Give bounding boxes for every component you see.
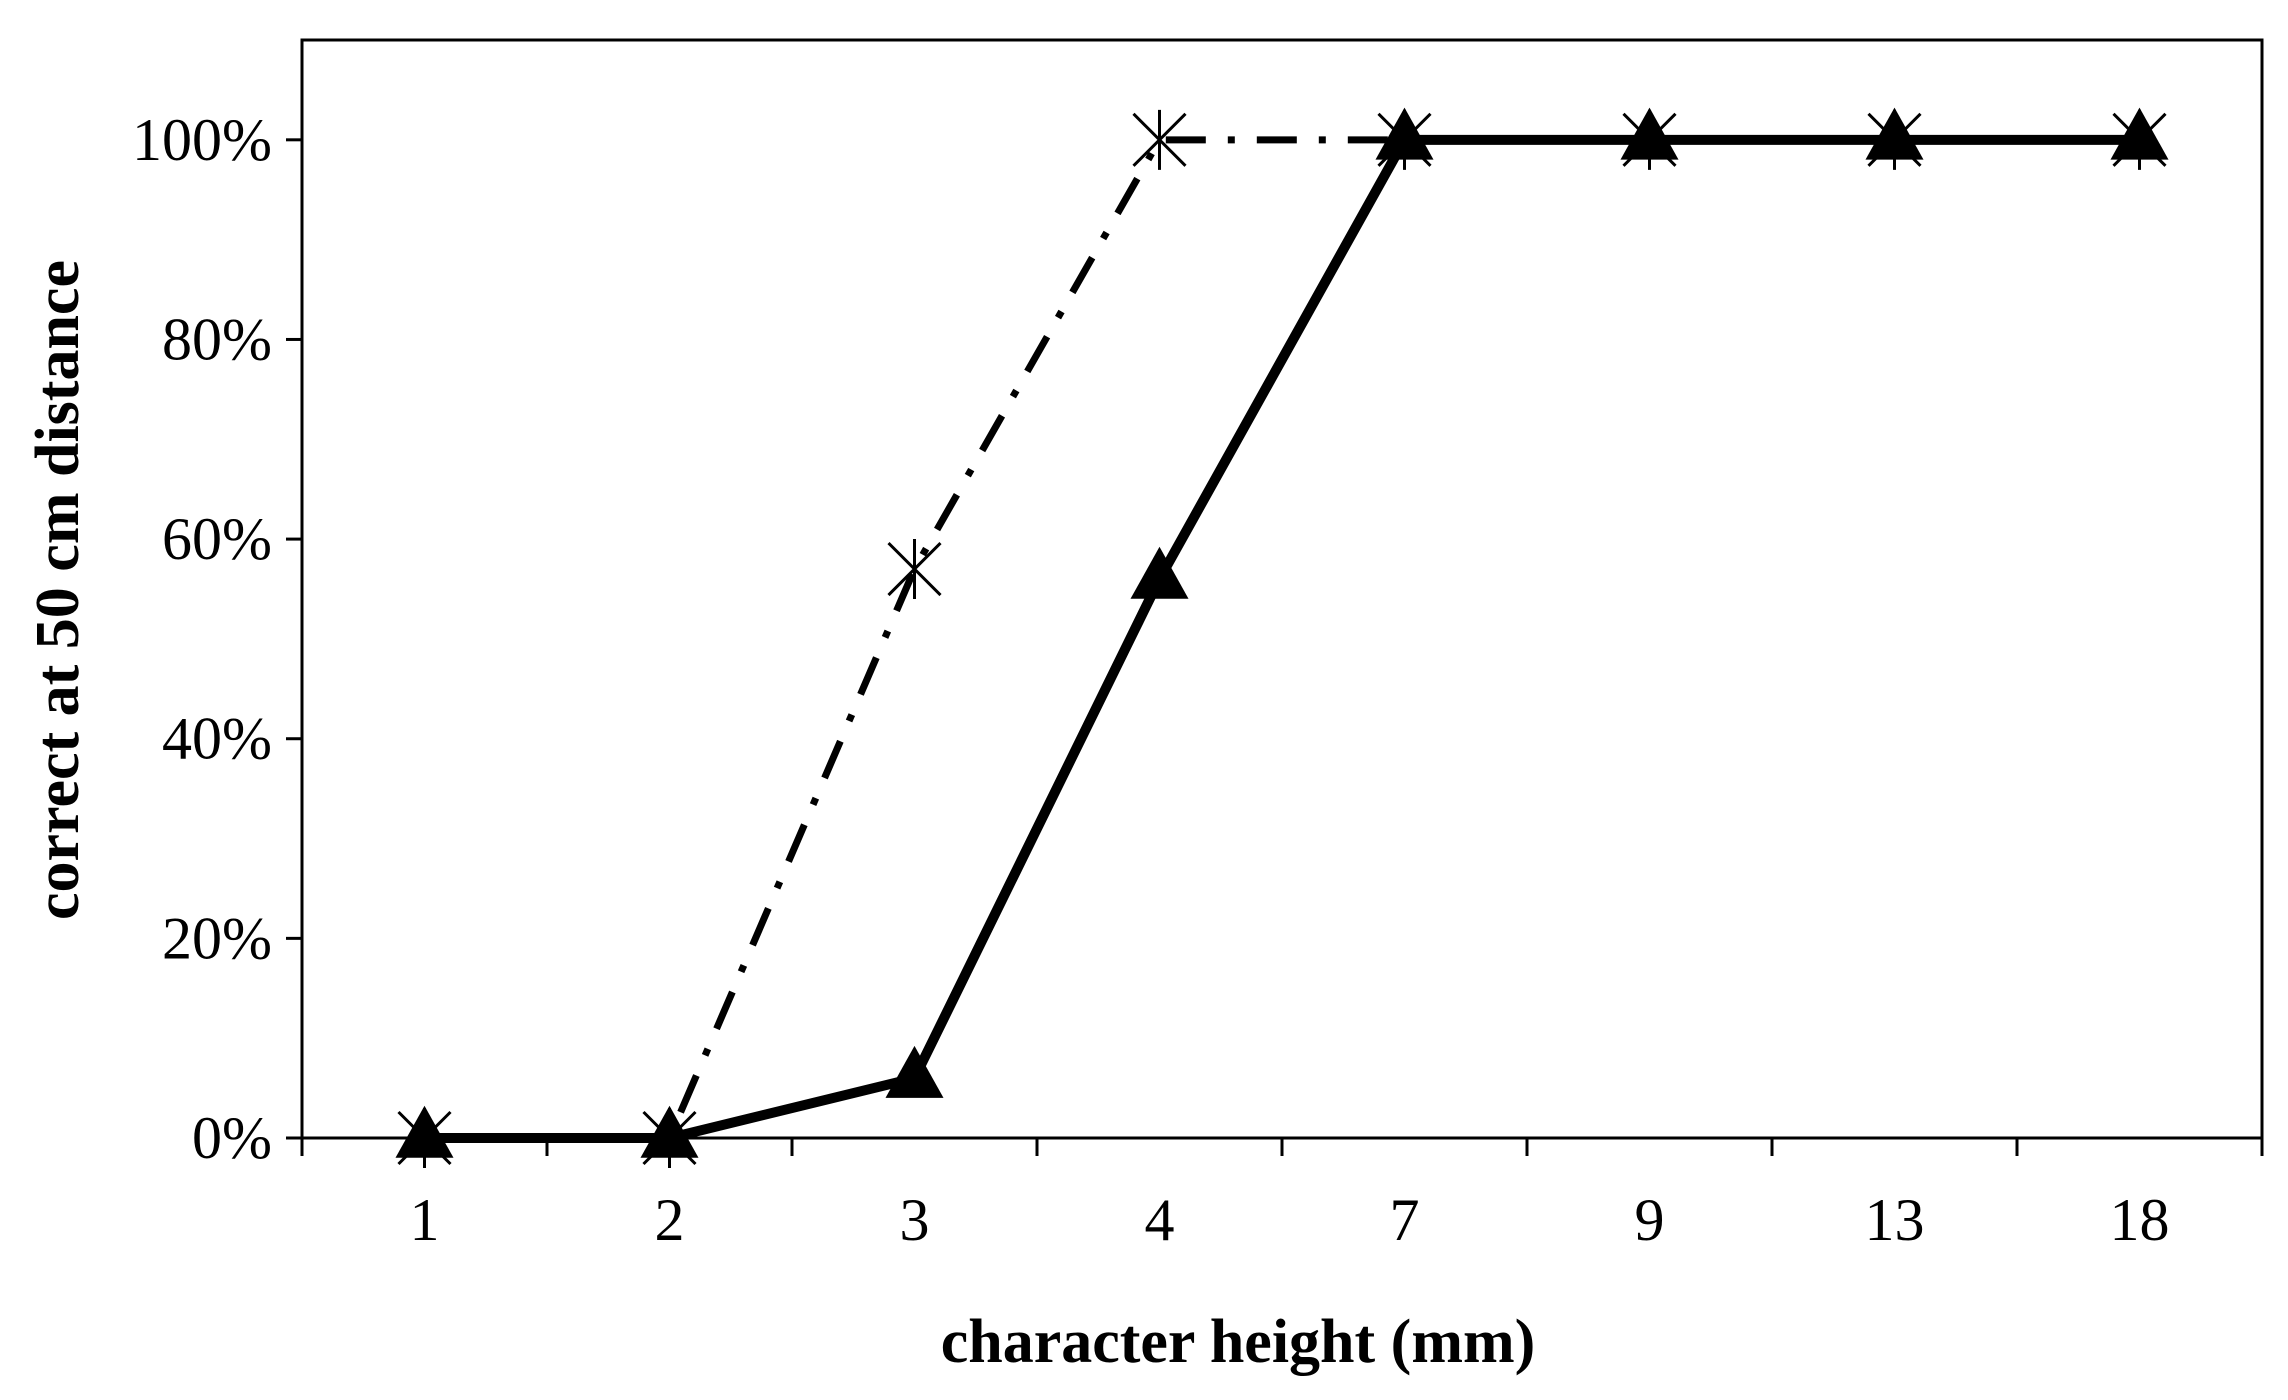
triangle-point xyxy=(2110,107,2169,160)
y-axis-ticks: 0% 20% 40% 60% 80% 100% xyxy=(132,107,302,1171)
series-line xyxy=(424,134,2140,1143)
triangle-point xyxy=(1620,107,1679,160)
x-tick-label: 7 xyxy=(1390,1187,1420,1253)
asterisk-point xyxy=(1132,109,1187,170)
triangle-point xyxy=(1865,107,1924,160)
triangle-point xyxy=(395,1105,454,1158)
x-axis-ticks: 1 2 3 4 7 9 13 18 xyxy=(300,1138,2264,1253)
asterisk-point xyxy=(887,539,942,600)
series-layer xyxy=(395,107,2169,1168)
x-tick-label: 18 xyxy=(2110,1187,2170,1253)
x-tick-label: 2 xyxy=(655,1187,685,1253)
y-tick-label: 100% xyxy=(132,107,272,173)
y-axis-title: correct at 50 cm distance xyxy=(24,260,92,920)
y-tick-label: 20% xyxy=(162,905,272,971)
x-tick-label: 13 xyxy=(1865,1187,1925,1253)
triangle-point xyxy=(885,1045,944,1098)
x-tick-label: 1 xyxy=(410,1187,440,1253)
x-axis-title: character height (mm) xyxy=(941,1308,1536,1376)
plot-area-frame xyxy=(300,38,2264,1140)
triangle-point xyxy=(1130,546,1189,599)
triangle-point xyxy=(640,1105,699,1158)
y-tick-label: 40% xyxy=(162,706,272,772)
x-tick-label: 9 xyxy=(1635,1187,1665,1253)
y-tick-label: 60% xyxy=(162,506,272,572)
series-triangle xyxy=(395,107,2169,1158)
series-line xyxy=(424,136,2140,1142)
y-tick-label: 0% xyxy=(192,1105,272,1171)
triangle-point xyxy=(1375,107,1434,160)
x-tick-label: 4 xyxy=(1145,1187,1175,1253)
x-tick-label: 3 xyxy=(900,1187,930,1253)
y-tick-label: 80% xyxy=(162,306,272,372)
